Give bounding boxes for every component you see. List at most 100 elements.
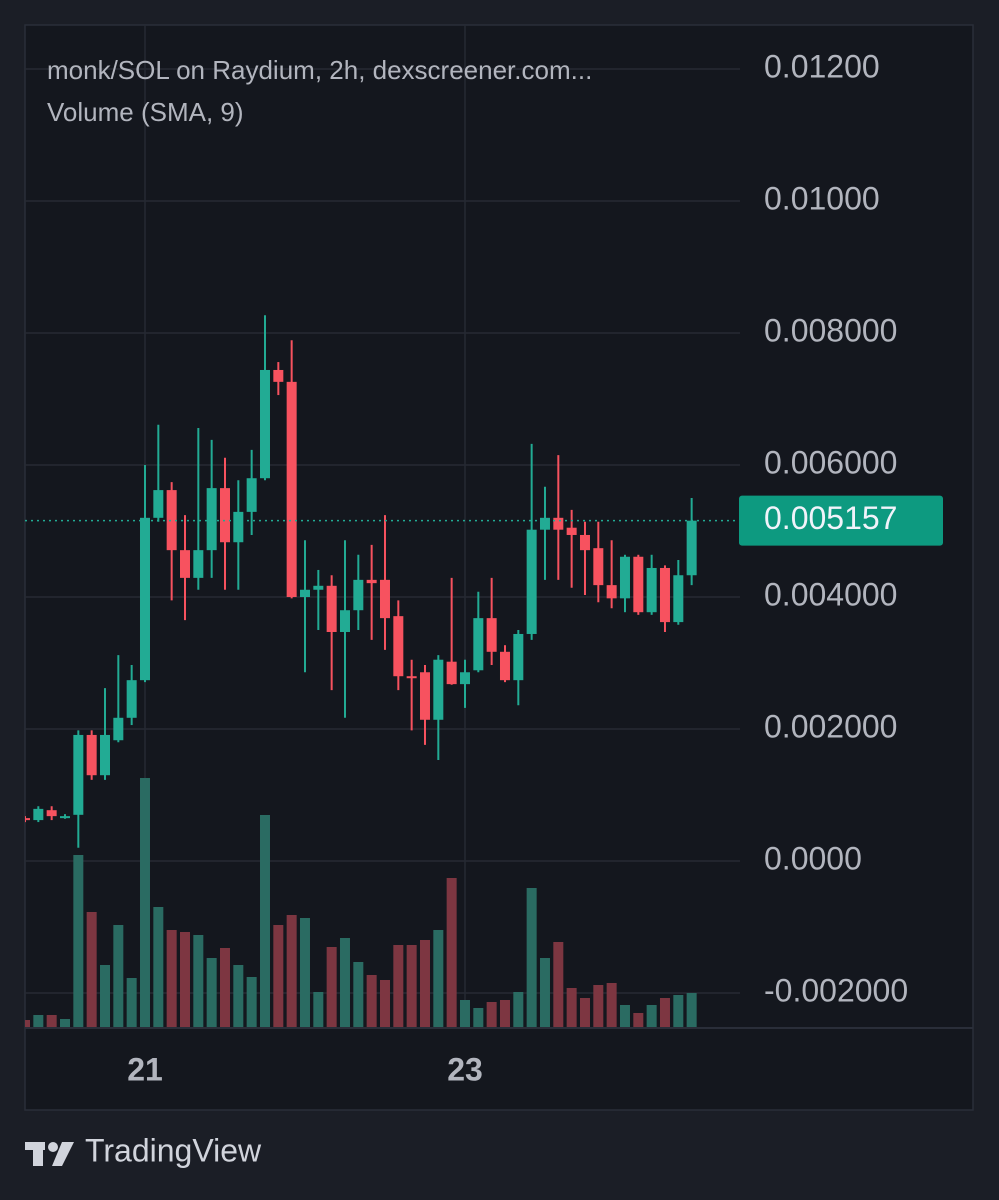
y-tick-label: 0.01000 (764, 180, 880, 216)
candle-body (539, 517, 550, 530)
volume-bar (139, 778, 150, 1027)
volume-bar (339, 938, 350, 1027)
y-tick-label: 0.01200 (764, 48, 880, 84)
candle-body (233, 511, 244, 543)
volume-bar (46, 1015, 57, 1027)
candle-body (73, 734, 84, 815)
chart-subtitle: Volume (SMA, 9) (47, 97, 244, 127)
y-tick-label: 0.004000 (764, 576, 897, 612)
volume-bar (473, 1008, 484, 1027)
candle-body (379, 579, 390, 619)
candle-body (619, 556, 630, 599)
candle-body (473, 618, 484, 671)
candle-body (219, 488, 230, 543)
brand: TradingView (85, 1132, 262, 1168)
candle-body (153, 490, 164, 518)
volume-bar (273, 925, 284, 1027)
candle-body (553, 517, 564, 530)
chart-title: monk/SOL on Raydium, 2h, dexscreener.com… (47, 55, 592, 85)
volume-bar (206, 958, 217, 1027)
volume-bar (259, 815, 270, 1027)
candle-body (459, 672, 470, 685)
volume-bar (179, 932, 190, 1027)
volume-bar (579, 998, 590, 1027)
candle-body (606, 585, 617, 599)
volume-bar (499, 1000, 510, 1027)
candle-body (339, 610, 350, 632)
volume-bar (633, 1013, 644, 1027)
candle-body (499, 651, 510, 681)
volume-bar (566, 988, 577, 1027)
x-tick-label: 21 (127, 1051, 163, 1087)
volume-bar (619, 1005, 630, 1027)
volume-bar (219, 948, 230, 1027)
volume-bar (419, 940, 430, 1027)
volume-bar (353, 962, 364, 1027)
candle-body (59, 816, 70, 819)
candle-body (326, 585, 337, 632)
volume-bar (673, 995, 684, 1027)
candle-body (286, 381, 297, 598)
candle-body (353, 579, 364, 611)
volume-bar (193, 935, 204, 1027)
volume-bar (313, 992, 324, 1027)
candle-body (139, 517, 150, 681)
candle-body (273, 369, 284, 382)
volume-bar (433, 930, 444, 1027)
volume-bar (606, 983, 617, 1027)
candle-body (25, 818, 30, 821)
volume-bar (286, 915, 297, 1027)
volume-bar (153, 907, 164, 1027)
volume-layer (25, 778, 697, 1027)
y-tick-label: -0.002000 (764, 972, 908, 1008)
candle-body (646, 567, 657, 613)
candle-body (193, 550, 204, 578)
x-tick-label: 23 (447, 1051, 483, 1087)
volume-bar (33, 1015, 44, 1027)
candle-body (179, 550, 190, 578)
volume-bar (539, 958, 550, 1027)
volume-bar (86, 912, 97, 1027)
candle-body (166, 490, 177, 551)
candle-body (259, 369, 270, 479)
candle-body (246, 478, 257, 512)
candle-layer (25, 315, 697, 848)
volume-bar (459, 1000, 470, 1027)
candle-body (659, 567, 670, 623)
candle-body (446, 661, 457, 685)
candle-body (419, 672, 430, 720)
last-price-box (739, 495, 943, 546)
candle-body (313, 585, 324, 590)
volume-bar (379, 980, 390, 1027)
volume-bar (393, 945, 404, 1027)
volume-bar (646, 1005, 657, 1027)
volume-bar (25, 1020, 30, 1027)
volume-bar (166, 930, 177, 1027)
candle-body (299, 589, 310, 598)
candle-body (566, 527, 577, 535)
candle-body (366, 579, 377, 584)
candle-body (406, 676, 417, 679)
candle-body (513, 633, 524, 681)
candle-body (206, 488, 217, 551)
volume-bar (486, 1002, 497, 1027)
volume-bar (99, 965, 110, 1027)
tradingview-logo (25, 1142, 74, 1166)
candle-body (526, 529, 537, 634)
volume-bar (553, 942, 564, 1027)
y-tick-label: 0.008000 (764, 312, 897, 348)
candle-body (486, 618, 497, 652)
candle-body (633, 556, 644, 613)
volume-bar (513, 992, 524, 1027)
candle-body (46, 810, 57, 817)
candle-body (579, 534, 590, 551)
candle-body (86, 734, 97, 776)
volume-bar (299, 918, 310, 1027)
volume-bar (593, 985, 604, 1027)
candle-body (673, 575, 684, 623)
volume-bar (126, 978, 137, 1027)
y-tick-label: 0.002000 (764, 708, 897, 744)
candle-body (393, 616, 404, 677)
